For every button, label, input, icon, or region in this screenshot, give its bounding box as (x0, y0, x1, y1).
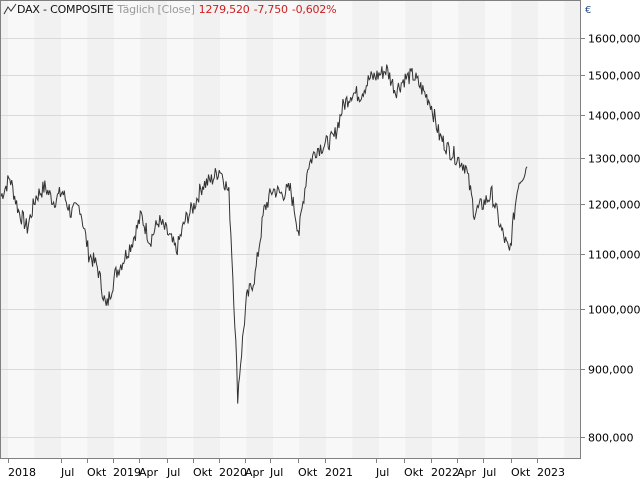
y-tick-label: 1400,000 (588, 110, 640, 123)
x-tick-label: Jul (375, 466, 389, 479)
y-tick-label: 800,000 (588, 432, 634, 445)
x-tick-label: Okt (87, 466, 107, 479)
quarter-band (458, 0, 485, 458)
interval-mode: Täglich [Close] (117, 3, 195, 16)
quarter-band (299, 0, 326, 458)
x-tick-label: Apr (139, 466, 159, 479)
x-tick-label: 2021 (325, 466, 353, 479)
x-tick-label: 2022 (431, 466, 459, 479)
quarter-band (511, 0, 538, 458)
currency-label: € (585, 5, 591, 16)
price-line (0, 64, 528, 404)
x-tick-label: Okt (193, 466, 213, 479)
x-tick-label: 2019 (113, 466, 141, 479)
quarter-band (34, 0, 61, 458)
line-chart-icon (3, 3, 17, 15)
quarter-band (246, 0, 273, 458)
quarter-band (352, 0, 379, 458)
quarter-band (564, 0, 580, 458)
y-tick-label: 1100,000 (588, 249, 640, 262)
x-tick-label: Okt (298, 466, 318, 479)
y-tick-label: 1600,000 (588, 33, 640, 46)
quarter-band (87, 0, 114, 458)
y-tick-label: 1500,000 (588, 70, 640, 83)
price-change-percent: -0,602% (291, 3, 337, 16)
x-tick-label: Jul (269, 466, 283, 479)
y-axis: 1600,000 1500,000 1400,000 1300,000 1200,000… (581, 33, 640, 445)
price-change: -7,750 (253, 3, 288, 16)
grid-lines (0, 38, 580, 438)
quarter-band (193, 0, 220, 458)
x-tick-label: Apr (245, 466, 265, 479)
quarter-bands (0, 0, 580, 458)
x-tick-label: Jul (482, 466, 496, 479)
y-tick-label: 1000,000 (588, 304, 640, 317)
instrument-name: DAX - COMPOSITE (17, 3, 114, 16)
x-tick-label: 2023 (537, 466, 565, 479)
x-tick-label: 2018 (8, 466, 36, 479)
y-tick-label: 900,000 (588, 364, 634, 377)
x-tick-label: Okt (404, 466, 424, 479)
x-tick-label: Jul (60, 466, 74, 479)
quarter-band (405, 0, 432, 458)
y-tick-label: 1300,000 (588, 153, 640, 166)
y-tick-label: 1200,000 (588, 199, 640, 212)
last-price: 1279,520 (198, 3, 250, 16)
x-tick-label: Apr (457, 466, 477, 479)
x-tick-label: Jul (166, 466, 180, 479)
chart-legend: DAX - COMPOSITE Täglich [Close] 1279,520 -7… (3, 2, 337, 18)
x-tick-label: 2020 (219, 466, 247, 479)
x-tick-label: Okt (511, 466, 531, 479)
